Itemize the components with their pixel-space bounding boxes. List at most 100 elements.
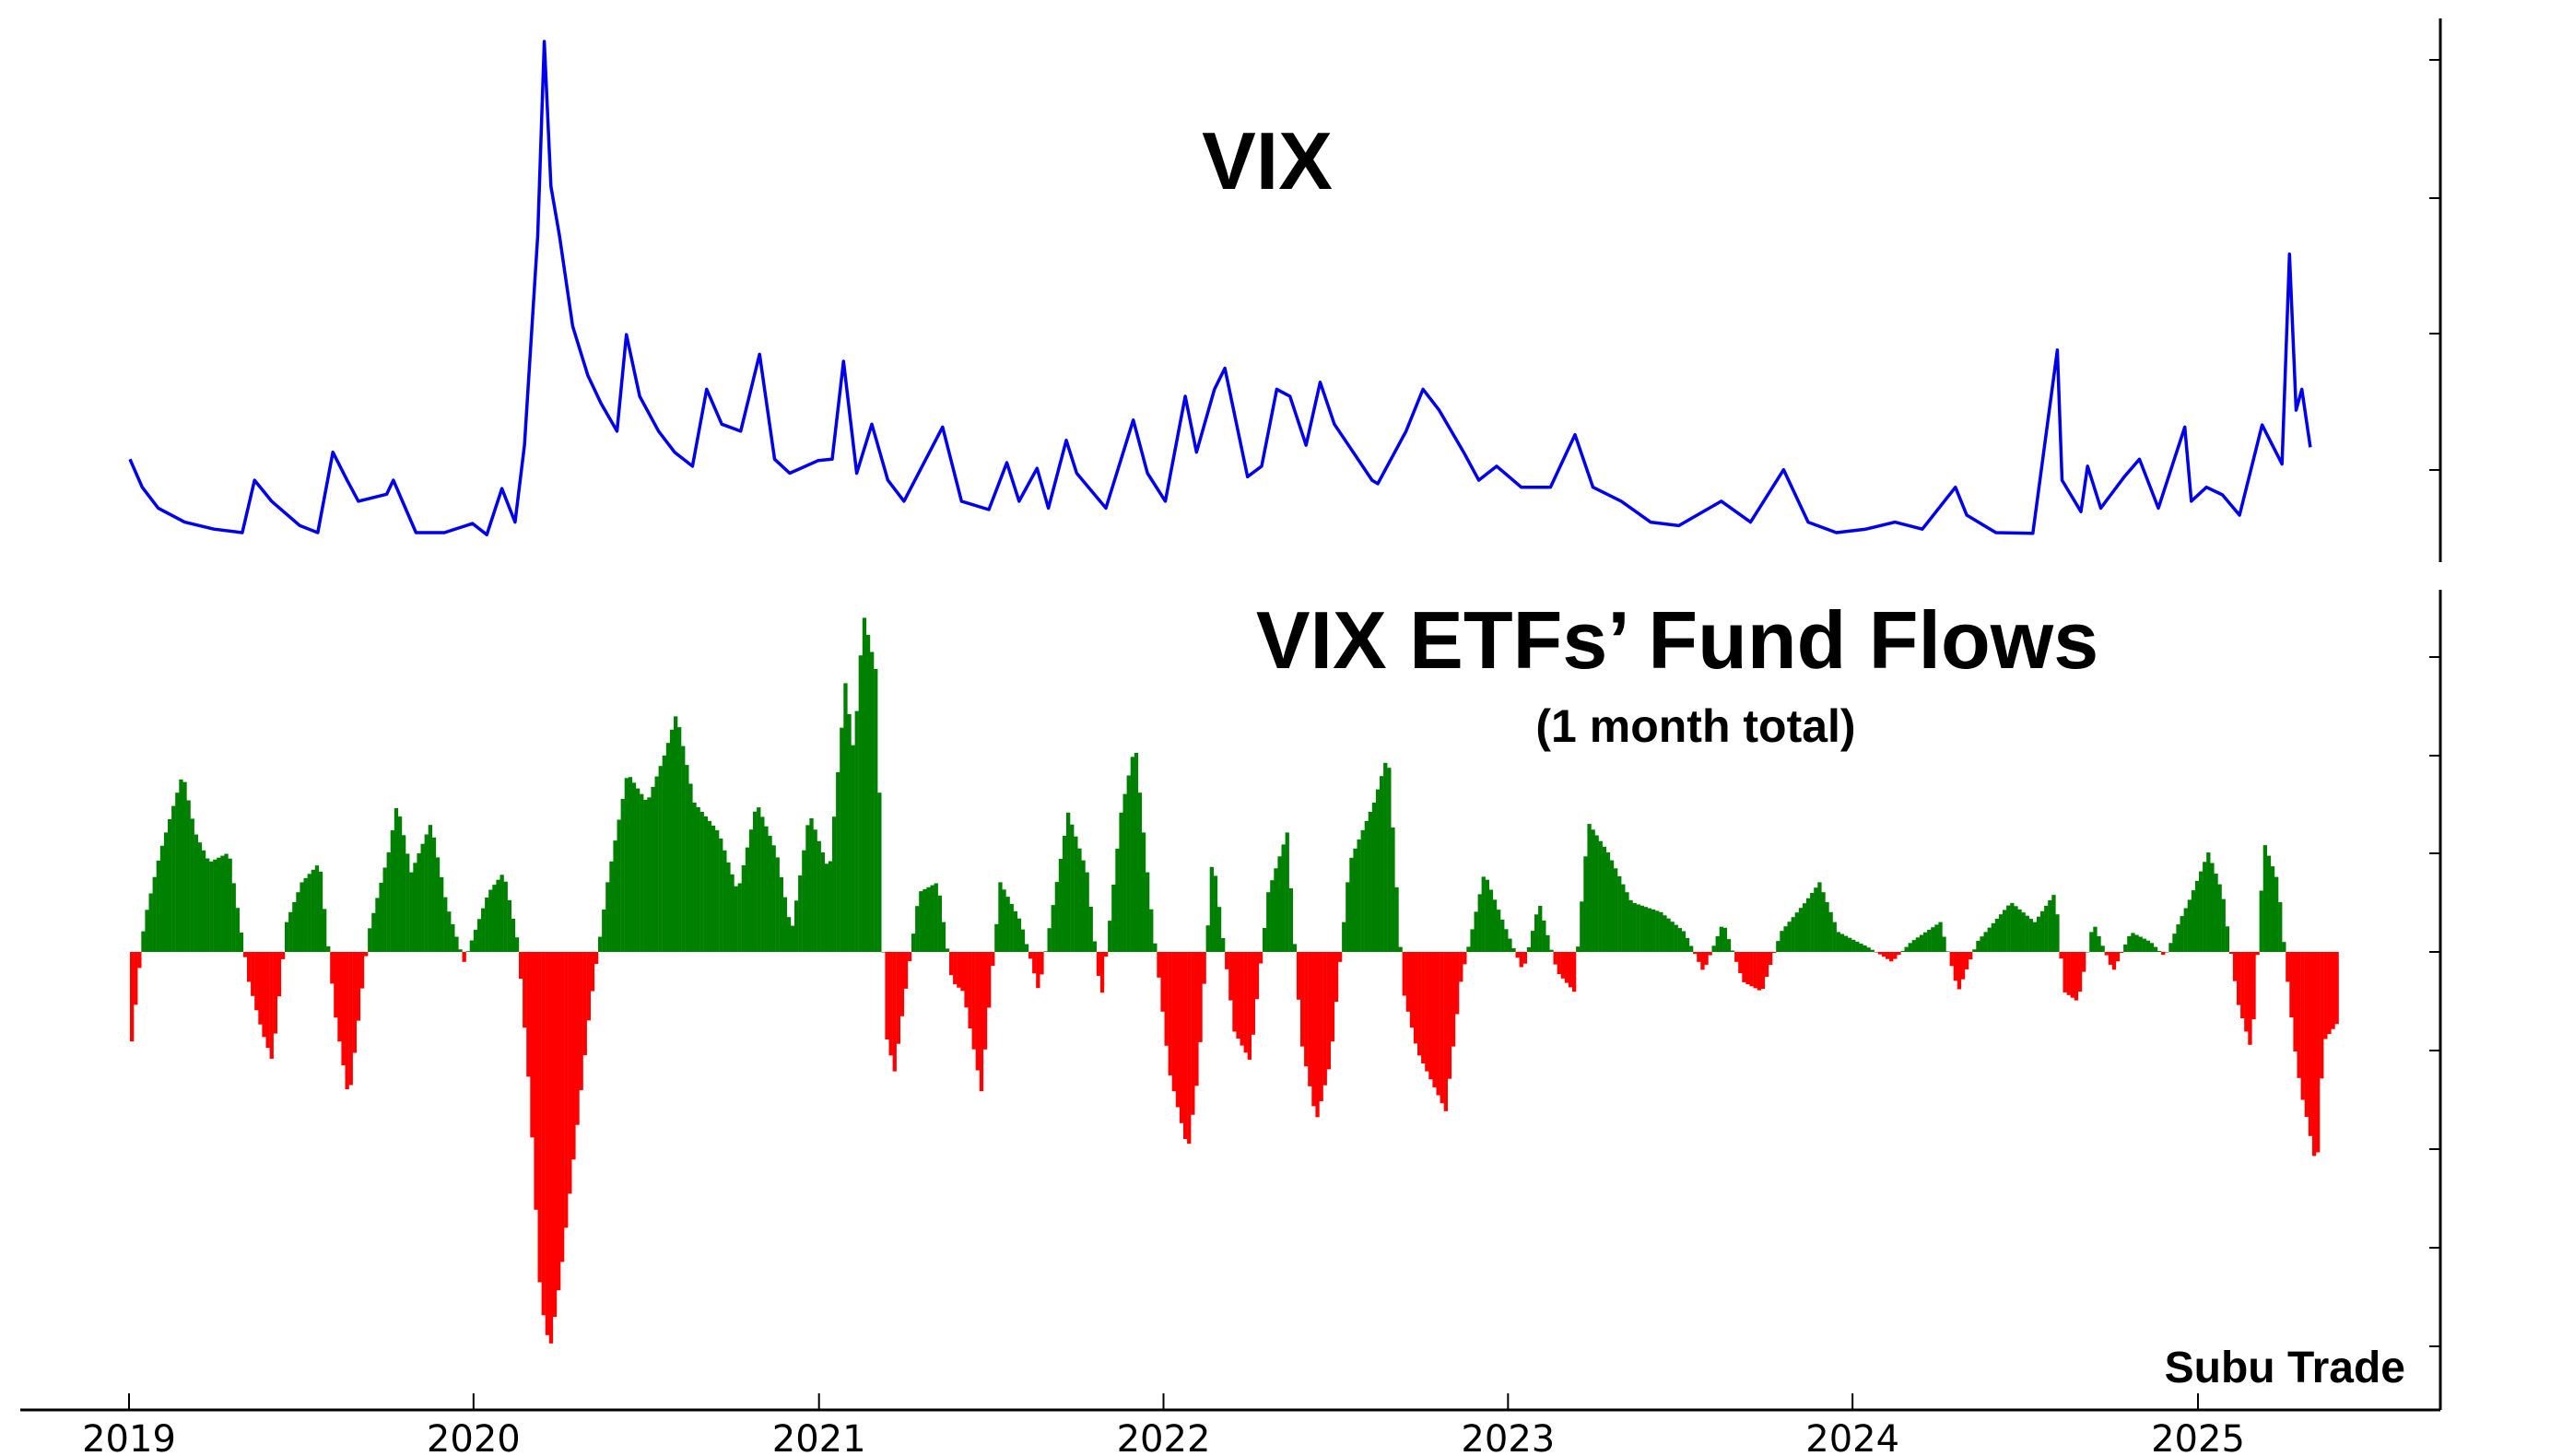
inflow-bar [1904,946,1909,952]
x-tick-label: 2021 [772,1418,866,1456]
outflow-bar [254,952,259,1011]
outflow-bar [586,952,591,1021]
outflow-bar [1191,952,1195,1115]
outflow-bar [1236,952,1240,1039]
inflow-bar [1466,946,1471,952]
inflow-bar [911,933,916,952]
inflow-bar [1870,949,1874,952]
outflow-bar [1738,952,1743,974]
outflow-bar [2066,952,2071,995]
outflow-bar [1326,952,1331,1070]
inflow-bar [2097,936,2101,952]
inflow-bar [1828,911,1833,952]
inflow-bar [1153,943,1158,952]
outflow-bar [1251,952,1255,1035]
inflow-bar [1863,945,1867,952]
inflow-bar [2025,915,2029,952]
inflow-bar [1146,872,1150,952]
outflow-bar [2286,952,2290,982]
inflow-bar [1353,848,1357,952]
outflow-bar [1553,952,1557,965]
outflow-bar [242,952,248,957]
inflow-bar [934,883,938,952]
inflow-bar [877,793,882,952]
outflow-bar [2248,952,2252,1045]
inflow-bar [640,793,644,952]
inflow-bar [2032,922,2038,952]
inflow-bar [2021,912,2026,952]
inflow-bar [828,861,833,952]
outflow-bar [1232,952,1237,1032]
inflow-bar [1923,932,1928,952]
inflow-bar [711,825,716,952]
inflow-bar [435,857,441,952]
vix-series-line [128,40,2312,537]
inflow-bar [1497,910,1501,952]
inflow-bar [428,825,432,952]
inflow-bar [1945,951,1950,952]
outflow-bar [1753,952,1757,989]
bottom-panel-flows: VIX ETFs’ Fund Flows (1 month total) Sub… [130,590,2442,1410]
inflow-bar [915,906,920,952]
inflow-bar [730,874,735,952]
outflow-bar [345,952,349,1089]
inflow-bar [1349,857,1354,952]
outflow-bar [1334,952,1339,1002]
outflow-bar [330,952,335,984]
inflow-bar [292,902,297,952]
inflow-bar [2040,910,2045,952]
outflow-bar [1749,952,1754,987]
outflow-bar [1409,952,1415,1028]
outflow-bar [885,952,889,1039]
inflow-bar [643,799,648,952]
inflow-bar [1927,930,1932,952]
inflow-bar [1994,919,2000,952]
x-tick-label: 2023 [1461,1418,1555,1456]
inflow-bar [794,900,799,952]
inflow-bar [2199,871,2204,952]
inflow-bar [1821,892,1826,952]
outflow-bar [526,952,531,1077]
inflow-bar [481,908,486,952]
inflow-bar [1122,793,1127,952]
outflow-bar [348,952,353,1086]
inflow-bar [1817,882,1822,952]
outflow-bar [2077,952,2083,992]
inflow-bar [209,861,214,952]
outflow-bar [2255,952,2260,956]
flows-bars [130,617,2339,1344]
outflow-bar [2115,952,2121,962]
inflow-bar [1972,949,1977,952]
inflow-bar [620,798,625,952]
outflow-bar [1405,952,1410,1012]
inflow-bar [288,911,293,952]
inflow-bar [1470,929,1475,952]
inflow-bar [300,882,304,952]
inflow-bar [2274,876,2279,952]
outflow-bar [2327,952,2332,1035]
inflow-bar [465,951,470,952]
inflow-bar [2210,863,2215,952]
inflow-bar [779,877,783,952]
inflow-bar [1108,921,1112,952]
outflow-bar [1413,952,1418,1044]
inflow-bar [311,869,315,952]
inflow-bar [790,925,795,952]
outflow-bar [2308,952,2313,1136]
inflow-bar [624,778,629,952]
inflow-bar [715,829,720,952]
outflow-bar [1893,952,1898,959]
outflow-bar [949,952,954,976]
inflow-bar [476,919,482,952]
x-ticks: 2019 2020 2021 2022 2023 2024 2025 [82,1393,2245,1456]
inflow-bar [1380,776,1384,952]
outflow-bar [1874,952,1878,953]
inflow-bar [723,850,727,952]
inflow-bar [1825,902,1829,952]
inflow-bar [1115,848,1120,952]
inflow-bar [2168,943,2173,952]
inflow-bar [323,909,327,952]
inflow-bar [2003,910,2007,952]
inflow-bar [930,885,934,952]
vix-y-ticks [2429,59,2440,471]
